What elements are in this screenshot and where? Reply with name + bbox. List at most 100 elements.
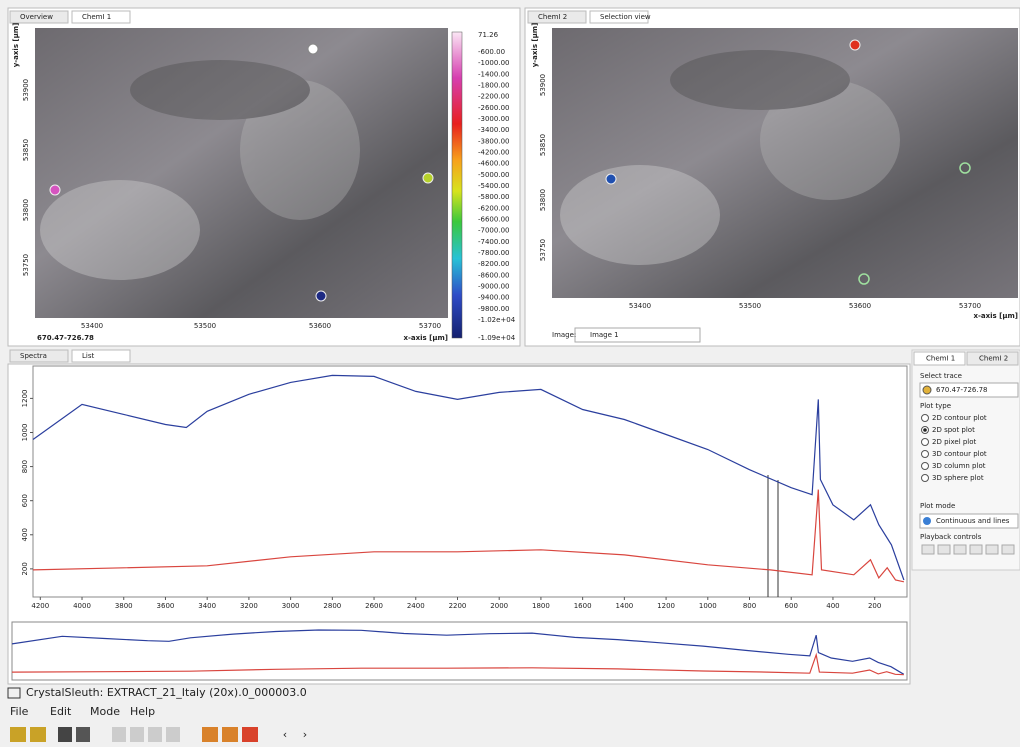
x-tick-label: 2800	[323, 602, 341, 610]
y-axis-label: y-axis [µm]	[531, 23, 539, 68]
tab[interactable]	[913, 351, 966, 366]
button[interactable]	[921, 544, 935, 555]
label: Plot type	[920, 402, 951, 410]
spot[interactable]	[315, 290, 327, 302]
spot[interactable]	[307, 43, 319, 55]
y-tick-label: 53850	[539, 134, 547, 156]
x-tick-label: 53400	[629, 302, 651, 310]
spot[interactable]	[959, 162, 971, 174]
image-value[interactable]: Image 1	[590, 331, 619, 339]
tab[interactable]	[9, 10, 69, 24]
trace-icon	[922, 385, 932, 395]
menu-item[interactable]: Mode	[90, 705, 120, 718]
label: Playback controls	[920, 533, 982, 541]
x-tick-label: 4000	[73, 602, 91, 610]
mode-value[interactable]: Continuous and lines	[936, 517, 1010, 525]
texture	[40, 60, 360, 280]
colorbar	[451, 31, 463, 339]
menu-item[interactable]: Edit	[50, 705, 72, 718]
radio[interactable]	[921, 462, 929, 470]
tab[interactable]	[71, 349, 131, 363]
micrograph	[552, 28, 1018, 298]
icon[interactable]	[166, 727, 180, 742]
spot[interactable]	[49, 184, 61, 196]
colorbar-label: -600.00	[478, 48, 505, 56]
radio-label[interactable]: 3D contour plot	[932, 450, 987, 458]
radio[interactable]	[921, 474, 929, 482]
x-tick-label: 3800	[115, 602, 133, 610]
x-tick-label: 53500	[194, 322, 216, 330]
tab-label[interactable]: List	[82, 352, 94, 360]
y-tick-label: 600	[21, 494, 29, 507]
icon[interactable]: ‹	[283, 728, 287, 741]
label: Plot mode	[920, 502, 955, 510]
image-label: Image:	[552, 331, 576, 339]
radio-label[interactable]: 3D column plot	[932, 462, 986, 470]
tab-label[interactable]: ChemI 1	[82, 13, 111, 21]
tab[interactable]	[589, 10, 649, 24]
tab[interactable]	[71, 10, 131, 24]
tab-label[interactable]: ChemI 2	[979, 355, 1008, 363]
tab-label[interactable]: Selection view	[600, 13, 651, 21]
x-tick-label: 200	[868, 602, 881, 610]
image-dropdown[interactable]	[574, 327, 701, 343]
mode-icon	[923, 517, 931, 525]
icon[interactable]	[58, 727, 72, 742]
button[interactable]	[937, 544, 951, 555]
icon[interactable]	[242, 727, 258, 742]
menu-item[interactable]: File	[10, 705, 29, 718]
icon[interactable]	[148, 727, 162, 742]
button[interactable]	[969, 544, 983, 555]
menu-item[interactable]: Help	[130, 705, 155, 718]
tab-label[interactable]: Spectra	[20, 352, 47, 360]
trace-dropdown[interactable]	[919, 382, 1019, 398]
radio[interactable]	[921, 450, 929, 458]
radio[interactable]	[921, 414, 929, 422]
x-tick-label: 1400	[615, 602, 633, 610]
x-tick-label: 2400	[407, 602, 425, 610]
mode-dropdown[interactable]	[919, 513, 1019, 529]
button[interactable]	[953, 544, 967, 555]
icon[interactable]	[76, 727, 90, 742]
spot[interactable]	[605, 173, 617, 185]
colorbar-label: -8200.00	[478, 260, 509, 268]
x-tick-label: 1000	[699, 602, 717, 610]
tab-label[interactable]: ChemI 1	[926, 355, 955, 363]
icon[interactable]	[10, 727, 26, 742]
label: Select trace	[920, 372, 962, 380]
radio-label[interactable]: 2D contour plot	[932, 414, 987, 422]
tab-label[interactable]: Overview	[20, 13, 53, 21]
x-tick-label: 53700	[419, 322, 441, 330]
y-tick-label: 53800	[22, 199, 30, 221]
button[interactable]	[985, 544, 999, 555]
x-tick-label: 3400	[198, 602, 216, 610]
x-tick-label: 3200	[240, 602, 258, 610]
tab-label[interactable]: ChemI 2	[538, 13, 567, 21]
y-tick-label: 400	[21, 528, 29, 541]
overview-line	[11, 629, 905, 675]
tab[interactable]	[527, 10, 587, 24]
spot[interactable]	[849, 39, 861, 51]
icon[interactable]	[130, 727, 144, 742]
x-tick-label: 400	[826, 602, 839, 610]
icon[interactable]	[30, 727, 46, 742]
button[interactable]	[1001, 544, 1015, 555]
tab[interactable]	[9, 349, 69, 363]
y-tick-label: 53750	[22, 254, 30, 276]
x-axis-label: x-axis [µm]	[973, 312, 1018, 320]
spot[interactable]	[858, 273, 870, 285]
radio[interactable]	[921, 438, 929, 446]
icon[interactable]	[222, 727, 238, 742]
radio-label[interactable]: 2D pixel plot	[932, 438, 977, 446]
icon[interactable]	[202, 727, 218, 742]
x-tick-label: 800	[743, 602, 756, 610]
tab[interactable]	[966, 351, 1019, 366]
icon[interactable]	[112, 727, 126, 742]
trace-value[interactable]: 670.47-726.78	[936, 386, 988, 394]
icon[interactable]: ›	[303, 728, 307, 741]
radio-dot	[923, 428, 927, 432]
spot[interactable]	[422, 172, 434, 184]
radio-label[interactable]: 2D spot plot	[932, 426, 975, 434]
radio-label[interactable]: 3D sphere plot	[932, 474, 984, 482]
x-tick-label: 3000	[282, 602, 300, 610]
